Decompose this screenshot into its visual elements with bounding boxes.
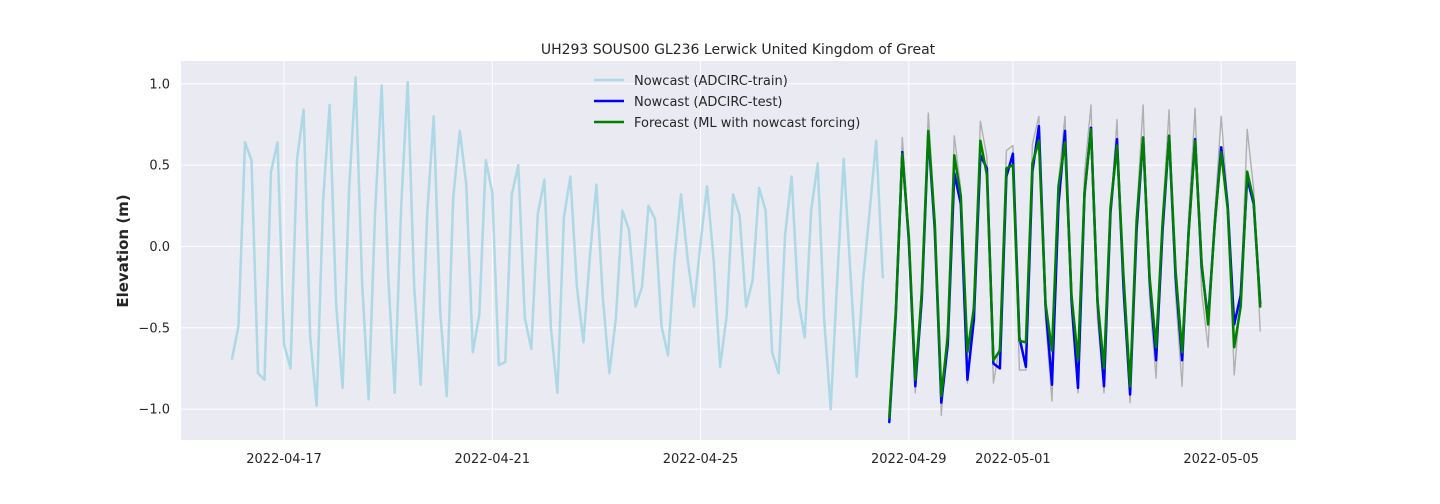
x-tick-label: 2022-05-01 [975, 452, 1051, 467]
y-tick-labels: 1.0 0.5 0.0 −0.5 −1.0 [138, 77, 170, 417]
y-tick-label: 0.5 [149, 159, 170, 174]
legend: Nowcast (ADCIRC-train) Nowcast (ADCIRC-t… [594, 74, 860, 131]
y-tick-label: −0.5 [138, 321, 170, 336]
x-tick-label: 2022-04-21 [455, 452, 531, 467]
x-tick-label: 2022-04-17 [246, 452, 322, 467]
x-tick-label: 2022-04-29 [871, 452, 947, 467]
y-tick-label: −1.0 [138, 403, 170, 418]
series-line-forecast [888, 128, 1262, 419]
x-tick-label: 2022-05-05 [1183, 452, 1259, 467]
legend-label-train: Nowcast (ADCIRC-train) [634, 74, 788, 89]
x-tick-label: 2022-04-25 [663, 452, 739, 467]
y-axis-label: Elevation (m) [114, 194, 132, 307]
y-tick-label: 0.0 [149, 240, 170, 255]
series-line-train [230, 76, 885, 411]
y-tick-label: 1.0 [149, 77, 170, 92]
x-tick-labels: 2022-04-17 2022-04-21 2022-04-25 2022-04-29… [246, 452, 1259, 467]
legend-label-test: Nowcast (ADCIRC-test) [634, 95, 783, 110]
series-layer [230, 76, 1262, 424]
chart-title: UH293 SOUS00 GL236 Lerwick United Kingdo… [541, 42, 936, 58]
legend-label-forecast: Forecast (ML with nowcast forcing) [634, 116, 860, 131]
